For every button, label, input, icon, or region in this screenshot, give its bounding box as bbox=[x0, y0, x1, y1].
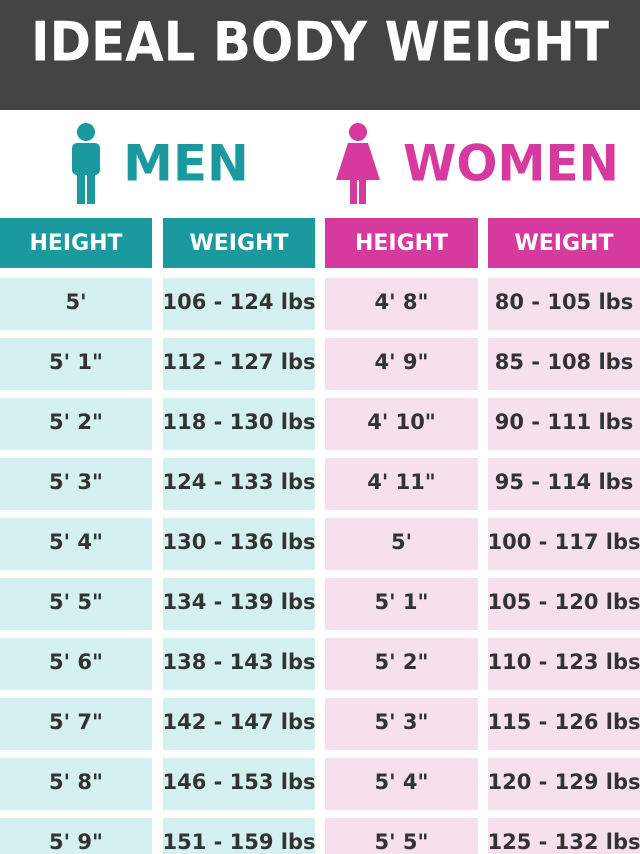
cell bbox=[488, 818, 640, 854]
cell-text: 112 - 127 lbs bbox=[162, 350, 315, 374]
cell bbox=[488, 578, 640, 630]
cell-text: 5' bbox=[65, 290, 86, 314]
women-label: WOMEN bbox=[403, 135, 619, 193]
cell-text: 4' 10" bbox=[367, 410, 436, 434]
cell-text: 95 - 114 lbs bbox=[495, 470, 633, 494]
cell-text: 134 - 139 lbs bbox=[162, 590, 315, 614]
cell-text: 5' 2" bbox=[49, 410, 103, 434]
cell-text: 5' 9" bbox=[49, 830, 103, 854]
cell bbox=[163, 398, 315, 450]
cell bbox=[163, 698, 315, 750]
cell-text: 4' 9" bbox=[375, 350, 429, 374]
cell bbox=[325, 818, 478, 854]
cell bbox=[325, 278, 478, 330]
cell bbox=[0, 638, 152, 690]
cell-text: 5' 1" bbox=[375, 590, 429, 614]
cell-text: 5' 1" bbox=[49, 350, 103, 374]
cell-text: 5' bbox=[391, 530, 412, 554]
cell bbox=[0, 278, 152, 330]
cell-text: 4' 8" bbox=[375, 290, 429, 314]
cell-text: 85 - 108 lbs bbox=[495, 350, 633, 374]
cell-text: 151 - 159 lbs bbox=[162, 830, 315, 854]
cell-text: 80 - 105 lbs bbox=[495, 290, 633, 314]
cell bbox=[325, 518, 478, 570]
cell bbox=[488, 398, 640, 450]
cell bbox=[325, 578, 478, 630]
cell-text: 115 - 126 lbs bbox=[487, 710, 640, 734]
cell-text: 100 - 117 lbs bbox=[487, 530, 640, 554]
cell-text: 5' 6" bbox=[49, 650, 103, 674]
cell-text: 5' 4" bbox=[49, 530, 103, 554]
cell bbox=[325, 338, 478, 390]
cell-text: 130 - 136 lbs bbox=[162, 530, 315, 554]
cell-text: 4' 11" bbox=[367, 470, 436, 494]
cell bbox=[488, 758, 640, 810]
cell-text: 124 - 133 lbs bbox=[162, 470, 315, 494]
header-text: HEIGHT bbox=[355, 231, 448, 256]
cell-text: 5' 7" bbox=[49, 710, 103, 734]
cell-text: 118 - 130 lbs bbox=[162, 410, 315, 434]
table: HEIGHT WEIGHT HEIGHT WEIGHT 5' 106 - 124 lbs 4… bbox=[0, 218, 640, 854]
cell-text: 146 - 153 lbs bbox=[162, 770, 315, 794]
cell-text: 138 - 143 lbs bbox=[162, 650, 315, 674]
cell-text: 125 - 132 lbs bbox=[487, 830, 640, 854]
cell-text: 5' 3" bbox=[49, 470, 103, 494]
cell bbox=[0, 698, 152, 750]
cell-text: 5' 5" bbox=[375, 830, 429, 854]
cell-text: 120 - 129 lbs bbox=[487, 770, 640, 794]
cell bbox=[325, 698, 478, 750]
title-bar bbox=[0, 0, 640, 110]
cell bbox=[0, 758, 152, 810]
cell bbox=[488, 338, 640, 390]
cell bbox=[0, 338, 152, 390]
cell-text: 5' 2" bbox=[375, 650, 429, 674]
cell bbox=[488, 698, 640, 750]
cell bbox=[488, 638, 640, 690]
women-icon bbox=[336, 123, 380, 204]
cell bbox=[163, 518, 315, 570]
header-cell bbox=[0, 218, 152, 268]
cell bbox=[488, 458, 640, 510]
cell bbox=[0, 818, 152, 854]
cell-text: 5' 4" bbox=[375, 770, 429, 794]
cell bbox=[325, 638, 478, 690]
cell bbox=[488, 278, 640, 330]
cell bbox=[0, 578, 152, 630]
cell bbox=[325, 398, 478, 450]
header-text: WEIGHT bbox=[190, 231, 289, 256]
cell bbox=[163, 458, 315, 510]
cell bbox=[163, 638, 315, 690]
cell bbox=[0, 518, 152, 570]
header-text: WEIGHT bbox=[515, 231, 614, 256]
cell bbox=[163, 758, 315, 810]
cell bbox=[488, 518, 640, 570]
header-text: HEIGHT bbox=[29, 231, 122, 256]
cell bbox=[163, 338, 315, 390]
header-cell bbox=[325, 218, 478, 268]
cell-text: 5' 8" bbox=[49, 770, 103, 794]
header-cell bbox=[163, 218, 315, 268]
cell-text: 90 - 111 lbs bbox=[495, 410, 633, 434]
cell-text: 142 - 147 lbs bbox=[162, 710, 315, 734]
cell bbox=[163, 278, 315, 330]
men-label: MEN bbox=[123, 135, 249, 193]
men-icon bbox=[72, 123, 100, 204]
cell bbox=[325, 458, 478, 510]
cell-text: 110 - 123 lbs bbox=[487, 650, 640, 674]
cell-text: 105 - 120 lbs bbox=[487, 590, 640, 614]
header-cell bbox=[488, 218, 640, 268]
cell bbox=[163, 578, 315, 630]
cell bbox=[325, 758, 478, 810]
cell bbox=[163, 818, 315, 854]
cell-text: 5' 3" bbox=[375, 710, 429, 734]
cell-text: 106 - 124 lbs bbox=[162, 290, 315, 314]
cell-text: 5' 5" bbox=[49, 590, 103, 614]
cell bbox=[0, 398, 152, 450]
cell bbox=[0, 458, 152, 510]
title: IDEAL BODY WEIGHT bbox=[31, 11, 609, 74]
